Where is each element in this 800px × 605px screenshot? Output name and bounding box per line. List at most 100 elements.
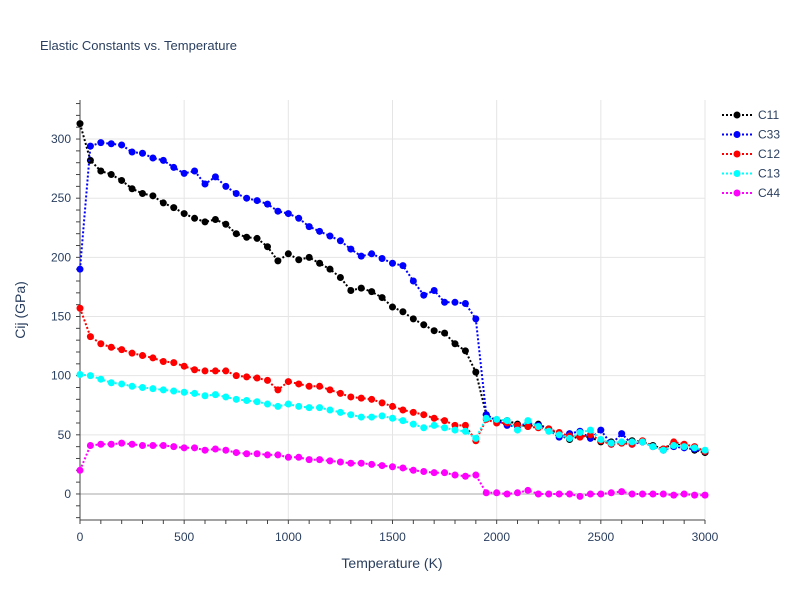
legend-item-c12[interactable]: C12 (722, 147, 780, 161)
x-tick-label: 2500 (587, 530, 614, 544)
data-point-c13 (253, 398, 261, 406)
data-point-c44 (493, 489, 501, 497)
data-point-c33 (180, 169, 188, 177)
data-point-c13 (639, 438, 646, 446)
data-point-c12 (420, 411, 428, 419)
data-point-c33 (149, 154, 157, 162)
data-point-c33 (118, 141, 126, 149)
data-point-c33 (316, 227, 324, 235)
data-point-c13 (378, 412, 386, 420)
data-point-c44 (191, 444, 199, 452)
data-point-c44 (107, 440, 115, 448)
data-point-c44 (461, 472, 469, 480)
data-point-c12 (389, 402, 396, 410)
data-point-c11 (305, 253, 313, 261)
data-point-c44 (555, 490, 563, 498)
data-point-c12 (284, 378, 292, 386)
data-point-c13 (284, 400, 292, 408)
series-c13 (76, 370, 709, 454)
legend-item-c11[interactable]: C11 (722, 108, 779, 122)
grid-layer (80, 100, 706, 520)
y-tick-label: 100 (51, 369, 71, 383)
data-point-c44 (180, 444, 188, 452)
legend-marker (733, 170, 741, 177)
data-point-c11 (170, 204, 178, 212)
data-point-c13 (566, 434, 574, 442)
data-point-c33 (253, 197, 261, 205)
data-point-c33 (128, 148, 136, 156)
data-point-c33 (399, 262, 407, 270)
data-point-c12 (232, 372, 240, 380)
data-point-c13 (680, 443, 688, 451)
data-point-c44 (316, 456, 324, 464)
legend-item-c13[interactable]: C13 (722, 167, 780, 181)
data-point-c44 (628, 490, 636, 498)
data-point-c44 (503, 490, 511, 498)
data-point-c11 (159, 199, 167, 207)
chart-title: Elastic Constants vs. Temperature (40, 38, 237, 53)
data-point-c33 (159, 156, 167, 164)
data-point-c44 (274, 451, 282, 459)
axis-layer: 0 500 1000 1500 2000 2500 3000 0 50 100 150 200 250 3… (51, 100, 719, 544)
data-point-c33 (201, 180, 209, 188)
data-point-c33 (305, 223, 313, 231)
data-point-c44 (420, 467, 428, 475)
legend-item-c33[interactable]: C33 (722, 128, 780, 142)
data-point-c13 (493, 415, 501, 423)
data-point-c44 (76, 466, 84, 474)
data-point-c44 (451, 471, 459, 479)
data-point-c44 (368, 460, 376, 468)
data-point-c13 (305, 404, 313, 412)
data-point-c33 (222, 182, 230, 190)
data-point-c12 (139, 352, 146, 360)
data-point-c13 (670, 441, 678, 449)
data-point-c13 (295, 402, 303, 410)
data-point-c33 (336, 237, 344, 245)
data-point-c44 (326, 457, 334, 465)
data-point-c13 (191, 389, 199, 397)
data-point-c11 (180, 210, 188, 218)
data-point-c44 (701, 491, 709, 499)
y-tick-label: 250 (51, 191, 71, 205)
data-point-c13 (649, 443, 657, 451)
data-point-c11 (86, 156, 94, 164)
data-point-c12 (336, 389, 344, 397)
x-tick-label: 3000 (692, 530, 719, 544)
data-point-c33 (618, 430, 626, 438)
data-point-c11 (420, 321, 428, 329)
data-point-c13 (211, 391, 219, 399)
legend-item-c44[interactable]: C44 (722, 186, 780, 200)
data-point-c13 (264, 400, 271, 408)
data-point-c13 (347, 411, 355, 419)
legend[interactable]: C11 C33 C12 C13 C44 (722, 108, 780, 200)
data-point-c12 (191, 366, 199, 374)
legend-marker (733, 131, 741, 138)
data-point-c13 (524, 417, 532, 425)
data-point-c13 (534, 423, 542, 431)
data-point-c12 (347, 393, 355, 401)
legend-label: C11 (758, 108, 779, 122)
data-point-c44 (295, 453, 303, 461)
data-point-c44 (680, 490, 688, 498)
data-point-c12 (253, 374, 261, 382)
data-point-c33 (284, 210, 292, 218)
data-point-c11 (128, 185, 136, 193)
data-point-c11 (139, 189, 146, 197)
data-point-c12 (222, 367, 230, 375)
data-point-c44 (691, 491, 699, 499)
data-point-c33 (420, 291, 428, 299)
series-c44 (76, 439, 709, 500)
data-point-c44 (118, 439, 126, 447)
data-point-c33 (347, 245, 355, 253)
data-point-c44 (232, 449, 240, 457)
series-layer (76, 120, 709, 500)
data-point-c44 (253, 450, 261, 458)
data-point-c11 (295, 256, 303, 264)
data-point-c33 (191, 167, 199, 175)
data-point-c13 (149, 385, 157, 393)
data-point-c33 (170, 163, 178, 171)
data-point-c13 (701, 446, 709, 454)
y-tick-label: 150 (51, 310, 71, 324)
data-point-c33 (389, 259, 396, 267)
x-tick-label: 0 (77, 530, 84, 544)
